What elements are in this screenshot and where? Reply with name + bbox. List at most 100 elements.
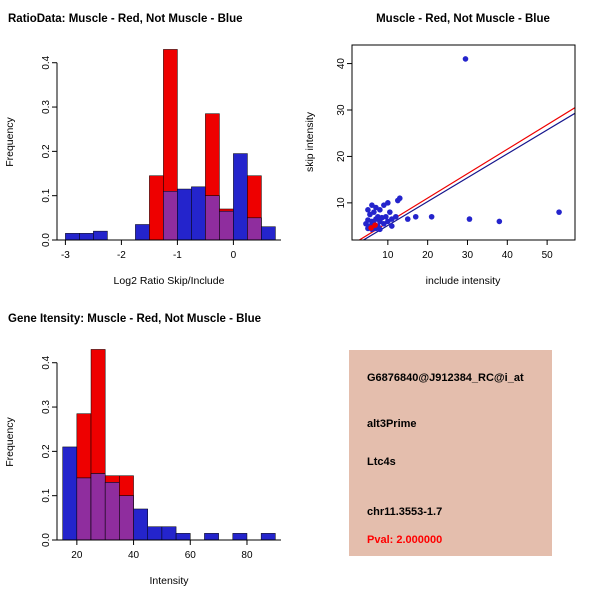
x-tick-label: -2 <box>117 250 126 261</box>
scatter-point-blue <box>385 200 391 206</box>
panel-info: G6876840@J912384_RC@i_at alt3Prime Ltc4s… <box>300 300 600 600</box>
x-tick-label: 40 <box>502 250 514 261</box>
scatter-point-red <box>368 225 374 231</box>
histogram-bar-blue <box>261 226 276 241</box>
histogram-bar-blue <box>232 533 248 541</box>
y-tick-label: 10 <box>336 197 347 209</box>
scatter-point-blue <box>377 207 383 213</box>
panel-ratio-histogram: RatioData: Muscle - Red, Not Muscle - Bl… <box>0 0 300 300</box>
histogram-bar-overlap <box>119 495 134 541</box>
gene-histogram-y-axis-label: Frequency <box>4 416 16 466</box>
y-tick-label: 0.2 <box>41 144 52 158</box>
plot-box <box>351 44 576 241</box>
scatter-point-blue <box>365 207 371 213</box>
y-tick-label: 0.1 <box>41 488 52 502</box>
histogram-bar-overlap <box>247 217 262 241</box>
scatter-x-axis-label: include intensity <box>426 275 501 287</box>
ratio-histogram-title: RatioData: Muscle - Red, Not Muscle - Bl… <box>8 13 243 25</box>
histogram-bar-blue <box>177 188 192 241</box>
gene-histogram-plot-area: 20 40 60 80 0.0 0.1 0.2 0.3 0.4 <box>41 349 281 561</box>
scatter-plot-area: 10 20 30 40 50 10 20 30 40 <box>336 44 576 261</box>
gene-histogram-x-axis-label: Intensity <box>149 575 189 587</box>
x-tick-label: 0 <box>231 250 237 261</box>
histogram-bar-overlap <box>219 210 234 241</box>
scatter-point-blue <box>389 223 395 229</box>
histogram-bar-blue <box>161 526 177 541</box>
x-tick-label: 40 <box>128 550 140 561</box>
histogram-bar-overlap <box>205 195 220 241</box>
gene-name-text: Ltc4s <box>367 456 396 468</box>
gene-histogram-title: Gene Itensity: Muscle - Red, Not Muscle … <box>8 313 261 325</box>
scatter-point-blue <box>387 209 393 215</box>
y-tick-label: 0.0 <box>41 533 52 547</box>
scatter-point-blue <box>556 209 562 215</box>
y-tick-label: 0.3 <box>41 400 52 414</box>
histogram-bar-overlap <box>104 482 120 541</box>
ratio-histogram-plot-area: -3 -2 -1 0 0.0 0.1 0.2 0.3 0.4 <box>41 49 281 261</box>
gene-info-box: G6876840@J912384_RC@i_at alt3Prime Ltc4s… <box>349 350 552 556</box>
histogram-bar-blue <box>233 153 248 241</box>
histogram-bar-blue <box>65 233 80 241</box>
histogram-bar-blue <box>204 533 219 541</box>
pvalue-text: Pval: 2.000000 <box>367 534 443 546</box>
y-tick-label: 0.4 <box>41 355 52 369</box>
histogram-bar-blue <box>79 233 94 241</box>
scatter-point-blue <box>393 213 399 220</box>
ratio-histogram-x-axis-label: Log2 Ratio Skip/Include <box>114 275 225 287</box>
ratio-histogram-chart: RatioData: Muscle - Red, Not Muscle - Bl… <box>4 13 281 287</box>
histogram-bar-overlap <box>163 191 178 241</box>
histogram-bar-blue <box>175 533 191 541</box>
regression-line <box>358 107 575 240</box>
y-tick-label: 40 <box>336 58 347 70</box>
y-tick-label: 0.3 <box>41 100 52 114</box>
y-tick-label: 0.2 <box>41 444 52 458</box>
scatter-point-blue <box>383 213 389 220</box>
probe-id-text: G6876840@J912384_RC@i_at <box>367 372 524 384</box>
gene-histogram-chart: Gene Itensity: Muscle - Red, Not Muscle … <box>4 313 281 587</box>
histogram-bar-blue <box>93 230 108 241</box>
y-tick-label: 0.4 <box>41 55 52 69</box>
histogram-bar-red <box>149 175 164 241</box>
histogram-bar-blue <box>135 224 150 241</box>
x-tick-label: 20 <box>71 550 83 561</box>
y-tick-label: 0.0 <box>41 233 52 247</box>
scatter-chart: Muscle - Red, Not Muscle - Blue include … <box>304 13 576 287</box>
ratio-histogram-y-axis-label: Frequency <box>4 116 16 166</box>
x-tick-label: 10 <box>382 250 394 261</box>
scatter-point-blue <box>377 226 383 233</box>
scatter-title: Muscle - Red, Not Muscle - Blue <box>376 13 550 25</box>
panel-gene-histogram: Gene Itensity: Muscle - Red, Not Muscle … <box>0 300 300 600</box>
x-tick-label: -1 <box>173 250 182 261</box>
scatter-point-blue <box>428 213 435 220</box>
x-tick-label: 20 <box>422 250 434 261</box>
x-tick-label: 30 <box>462 250 474 261</box>
y-tick-label: 0.1 <box>41 188 52 202</box>
histogram-bar-blue <box>133 508 148 541</box>
chromosome-location-text: chr11.3553-1.7 <box>367 506 443 518</box>
scatter-point-blue <box>412 213 419 220</box>
scatter-point-blue <box>371 209 377 215</box>
histogram-bar-blue <box>62 446 78 541</box>
histogram-bar-blue <box>260 533 276 541</box>
histogram-bar-overlap <box>90 473 106 541</box>
regression-line <box>362 112 575 240</box>
scatter-point-blue <box>462 56 469 62</box>
x-tick-label: 80 <box>241 550 253 561</box>
scatter-point-blue <box>466 216 473 222</box>
y-tick-label: 20 <box>336 150 347 162</box>
histogram-bar-blue <box>191 186 206 241</box>
x-tick-label: -3 <box>61 250 70 261</box>
scatter-point-blue <box>404 216 411 222</box>
splice-type-text: alt3Prime <box>367 418 417 430</box>
scatter-y-axis-label: skip intensity <box>304 111 316 172</box>
scatter-point-blue <box>396 195 403 202</box>
scatter-point-blue <box>496 218 503 225</box>
histogram-bar-overlap <box>76 477 92 541</box>
y-tick-label: 30 <box>336 104 347 116</box>
histogram-bar-blue <box>147 526 163 541</box>
x-tick-label: 50 <box>542 250 554 261</box>
scatter-point-red <box>372 222 378 228</box>
panel-scatter: Muscle - Red, Not Muscle - Blue include … <box>300 0 600 300</box>
x-tick-label: 60 <box>185 550 197 561</box>
